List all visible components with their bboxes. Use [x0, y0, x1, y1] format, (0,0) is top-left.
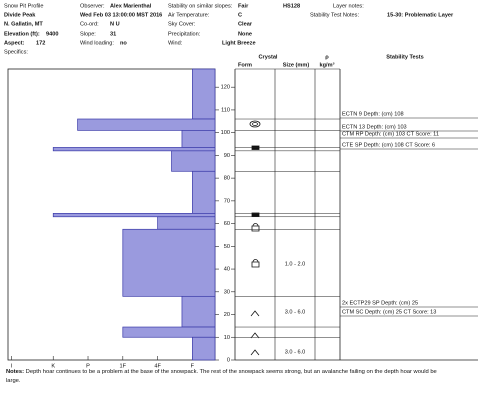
- hardness-bar: [192, 170, 216, 214]
- hardness-bar: [52, 147, 216, 152]
- hardness-bar: [192, 336, 216, 361]
- hardness-bar: [122, 228, 216, 297]
- hardness-bar: [181, 130, 216, 148]
- notes-label: Notes:: [6, 369, 25, 375]
- label: Observer:: [80, 3, 105, 9]
- date: Wed Feb 03 13:00:00 MST 2016: [80, 12, 162, 18]
- stability-test: CTM RP Depth: (cm) 103 CT Score: 11: [342, 131, 439, 137]
- form-icon: [251, 212, 260, 217]
- stability-test: ECTN 13 Depth: (cm) 103: [342, 124, 407, 130]
- form-icon: [249, 120, 261, 128]
- label: Wind:: [168, 40, 183, 46]
- region: N. Gallatin, MT: [4, 21, 43, 27]
- y-tick-label: 100: [221, 130, 230, 136]
- y-tick-label: 60: [224, 221, 230, 227]
- y-tick-label: 10: [224, 335, 230, 341]
- grain-size: 1.0 - 2.0: [285, 261, 306, 267]
- stability-test: CTM SC Depth: (cm) 25 CT Score: 13: [342, 309, 436, 315]
- hardness-bar: [77, 118, 216, 131]
- x-tick-label: F: [191, 363, 195, 369]
- value: C: [238, 12, 242, 18]
- value: no: [120, 40, 127, 46]
- value: Fair: [238, 3, 249, 9]
- stability-test: 2x ECTP29 SP Depth: (cm) 25: [342, 300, 418, 306]
- label: Co-ord:: [80, 21, 99, 27]
- hardness-bar: [192, 68, 216, 120]
- form-icon: [251, 145, 260, 150]
- hardness-bar: [52, 213, 216, 218]
- label: Stability on similar slopes:: [168, 3, 233, 9]
- label: Air Temperature:: [168, 12, 210, 18]
- y-tick-label: 40: [224, 267, 230, 273]
- column-header: kg/m³: [320, 61, 335, 68]
- label: Sky Cover:: [168, 21, 196, 27]
- y-tick-label: 120: [221, 85, 230, 91]
- value: 31: [110, 31, 116, 37]
- notes: Notes: Depth hoar continues to be a prob…: [6, 368, 446, 386]
- column-header: Form: [238, 62, 252, 68]
- hardness-bar: [157, 216, 216, 230]
- x-tick-label: P: [86, 363, 90, 369]
- stability-test: CTE SP Depth: (cm) 108 CT Score: 6: [342, 142, 435, 148]
- label: Slope:: [80, 31, 96, 37]
- y-tick-label: 80: [224, 176, 230, 182]
- form-icon: [250, 349, 260, 356]
- x-tick-label: I: [11, 363, 13, 369]
- location: Divide Peak: [4, 12, 36, 18]
- crystal-forms: [249, 120, 261, 356]
- value: Clear: [238, 21, 253, 27]
- x-tick-label: 4F: [154, 363, 161, 369]
- y-tick-label: 20: [224, 312, 230, 318]
- value: HS128: [283, 3, 300, 9]
- y-tick-label: 70: [224, 198, 230, 204]
- x-tick-label: K: [51, 363, 55, 369]
- label: Specifics:: [4, 49, 28, 55]
- hardness-bar: [122, 326, 216, 338]
- hardness-bar: [181, 295, 216, 328]
- value: Light Breeze: [222, 40, 256, 46]
- label: Precipitation:: [168, 31, 201, 37]
- x-tick-label: 1F: [120, 363, 127, 369]
- column-header: ρ: [325, 54, 329, 60]
- stability-test: ECTN 9 Depth: (cm) 108: [342, 111, 404, 117]
- label: Stability Test Notes:: [310, 12, 359, 18]
- value: N U: [110, 21, 120, 27]
- y-tick-label: 90: [224, 153, 230, 159]
- label: Layer notes:: [333, 3, 364, 9]
- notes-text: Depth hoar continues to be a problem at …: [6, 369, 437, 384]
- form-icon: [250, 310, 260, 317]
- value: Alex Marienthal: [110, 3, 152, 9]
- column-header: Crystal: [259, 54, 278, 60]
- value: 15-30: Problematic Layer: [387, 12, 454, 18]
- label: Aspect:: [4, 40, 25, 46]
- hardness-bar: [171, 150, 216, 172]
- grain-size: 3.0 - 6.0: [285, 349, 306, 355]
- column-header: Size (mm): [283, 62, 310, 68]
- form-icon: [252, 122, 258, 126]
- y-tick-label: 110: [221, 107, 230, 113]
- y-tick-label: 0: [227, 357, 230, 363]
- form-icon: [250, 332, 260, 339]
- column-header: Stability Tests: [386, 54, 424, 60]
- form-icon: [251, 223, 260, 232]
- label: Wind loading:: [80, 40, 114, 46]
- y-tick-label: 50: [224, 244, 230, 250]
- y-tick-label: 30: [224, 289, 230, 295]
- value: 172: [36, 40, 45, 46]
- value: 9400: [46, 31, 58, 37]
- title: Snow Pit Profile: [4, 3, 43, 9]
- value: None: [238, 31, 252, 37]
- grain-size: 3.0 - 6.0: [285, 309, 306, 315]
- form-icon: [251, 259, 260, 268]
- label: Elevation (ft):: [4, 31, 40, 37]
